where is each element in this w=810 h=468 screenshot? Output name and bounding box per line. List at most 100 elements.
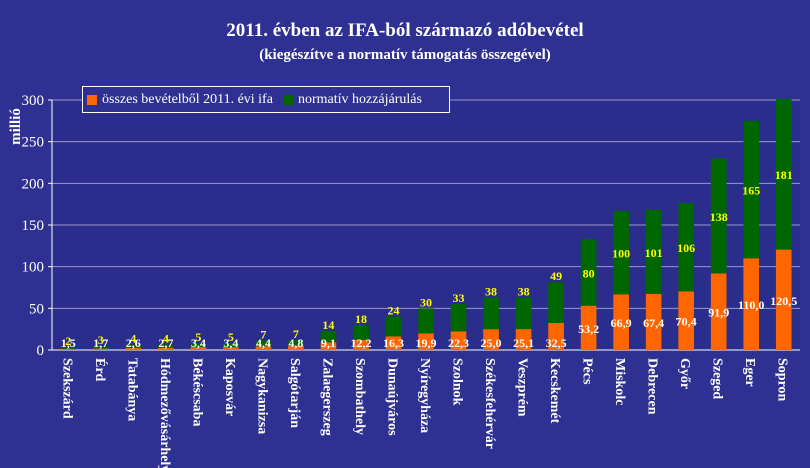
data-label-normativ: 18: [355, 312, 367, 326]
data-label-normativ: 2: [65, 334, 71, 348]
bar-ifa: [60, 348, 77, 350]
legend-item-ifa: összes bevételből 2011. évi ifa: [87, 92, 273, 108]
bar-ifa: [190, 347, 207, 350]
x-tick-label: Sopron: [775, 358, 790, 402]
legend-swatch-ifa: [87, 94, 97, 105]
data-label-ifa: 1,5: [61, 336, 76, 350]
bar-normativ: [775, 98, 792, 250]
data-label-normativ: 3: [98, 333, 104, 347]
bar-normativ: [255, 340, 272, 347]
data-label-ifa: 91,9: [708, 306, 729, 320]
bar-ifa: [288, 346, 304, 350]
bar-ifa: [483, 329, 499, 350]
x-tick-label: Veszprém: [515, 358, 530, 417]
data-label-normativ: 38: [485, 285, 497, 299]
bar-ifa: [255, 346, 272, 350]
bar-normativ: [418, 308, 434, 334]
x-tick-label: Nyíregyháza: [417, 358, 432, 433]
bar-ifa: [385, 336, 402, 350]
data-label-normativ: 14: [322, 318, 334, 332]
bar-ifa: [158, 347, 174, 350]
bar-ifa: [223, 347, 239, 350]
x-tick-label: Szekszárd: [59, 358, 74, 419]
y-tick-label: 0: [37, 343, 45, 359]
bar-normativ: [613, 210, 629, 295]
data-label-normativ: 181: [775, 168, 793, 182]
legend-label-ifa: összes bevételből 2011. évi ifa: [102, 91, 273, 107]
bar-ifa: [515, 329, 532, 350]
bar-normativ: [580, 239, 597, 306]
bar-ifa: [450, 331, 467, 350]
y-tick-label: 200: [22, 176, 45, 192]
data-label-ifa: 9,1: [321, 336, 336, 350]
data-label-ifa: 3,4: [223, 336, 238, 350]
y-tick-label: 250: [22, 135, 45, 151]
bar-normativ: [450, 303, 467, 332]
bar-ifa: [678, 291, 694, 350]
y-tick-label: 50: [29, 301, 44, 317]
data-label-normativ: 101: [645, 246, 663, 260]
bar-normativ: [743, 120, 760, 259]
y-tick-label: 100: [22, 260, 45, 276]
x-tick-label: Dunaújváros: [384, 358, 399, 436]
data-label-ifa: 2,7: [158, 336, 173, 350]
data-label-normativ: 138: [710, 210, 728, 224]
data-label-ifa: 1,7: [93, 336, 108, 350]
data-label-ifa: 70,4: [676, 315, 697, 329]
bar-normativ: [353, 324, 369, 340]
data-label-normativ: 100: [612, 247, 630, 261]
data-label-ifa: 67,4: [643, 316, 664, 330]
bar-normativ: [645, 209, 662, 294]
x-tick-label: Békéscsaba: [189, 358, 204, 426]
data-label-normativ: 165: [742, 184, 760, 198]
data-label-ifa: 120,5: [770, 294, 797, 308]
x-tick-label: Hódmezővásárhely: [157, 358, 172, 468]
x-tick-label: Szombathely: [352, 358, 367, 435]
x-tick-label: Salgótarján: [287, 358, 302, 428]
data-label-normativ: 7: [293, 327, 299, 341]
bar-ifa: [710, 273, 727, 350]
data-label-normativ: 7: [260, 328, 266, 342]
bar-normativ: [385, 316, 402, 337]
x-tick-label: Tatabánya: [124, 358, 139, 421]
chart-title: 2011. évben az IFA-ból származó adóbevét…: [226, 20, 584, 41]
bar-normativ: [60, 347, 77, 349]
data-label-ifa: 110,0: [738, 298, 764, 312]
data-label-normativ: 5: [228, 330, 234, 344]
data-label-normativ: 33: [453, 291, 465, 305]
data-label-normativ: 49: [550, 269, 562, 283]
data-label-ifa: 53,2: [578, 322, 599, 336]
bar-normativ: [158, 344, 174, 348]
bar-ifa: [645, 293, 662, 350]
data-label-ifa: 4,4: [256, 336, 271, 350]
data-label-normativ: 80: [583, 266, 595, 280]
data-label-ifa: 16,3: [383, 336, 404, 350]
data-label-normativ: 4: [130, 332, 136, 346]
bar-normativ: [288, 340, 304, 346]
bar-normativ: [223, 343, 239, 348]
bar-ifa: [320, 342, 337, 350]
x-tick-label: Szeged: [710, 358, 725, 399]
x-tick-label: Eger: [742, 358, 757, 387]
data-label-ifa: 25,1: [513, 336, 534, 350]
data-label-ifa: 4,8: [288, 336, 303, 350]
x-tick-label: Debrecen: [645, 358, 660, 415]
x-tick-label: Székesfehérvár: [482, 358, 497, 449]
legend-item-normativ: normatív hozzájárulás: [282, 92, 422, 108]
bar-ifa: [418, 333, 434, 350]
x-tick-label: Pécs: [580, 358, 595, 385]
bar-ifa: [353, 339, 369, 350]
bar-ifa: [775, 249, 792, 350]
bar-normativ: [92, 346, 109, 349]
y-tick-label: 300: [22, 93, 45, 109]
bar-normativ: [320, 330, 337, 343]
y-tick-label: 150: [22, 218, 45, 234]
bar-ifa: [580, 305, 597, 350]
data-label-normativ: 106: [677, 241, 695, 255]
legend-swatch-normativ: [282, 94, 293, 105]
bar-ifa: [613, 294, 629, 350]
x-tick-label: Szolnok: [450, 358, 465, 406]
data-label-normativ: 38: [518, 284, 530, 298]
